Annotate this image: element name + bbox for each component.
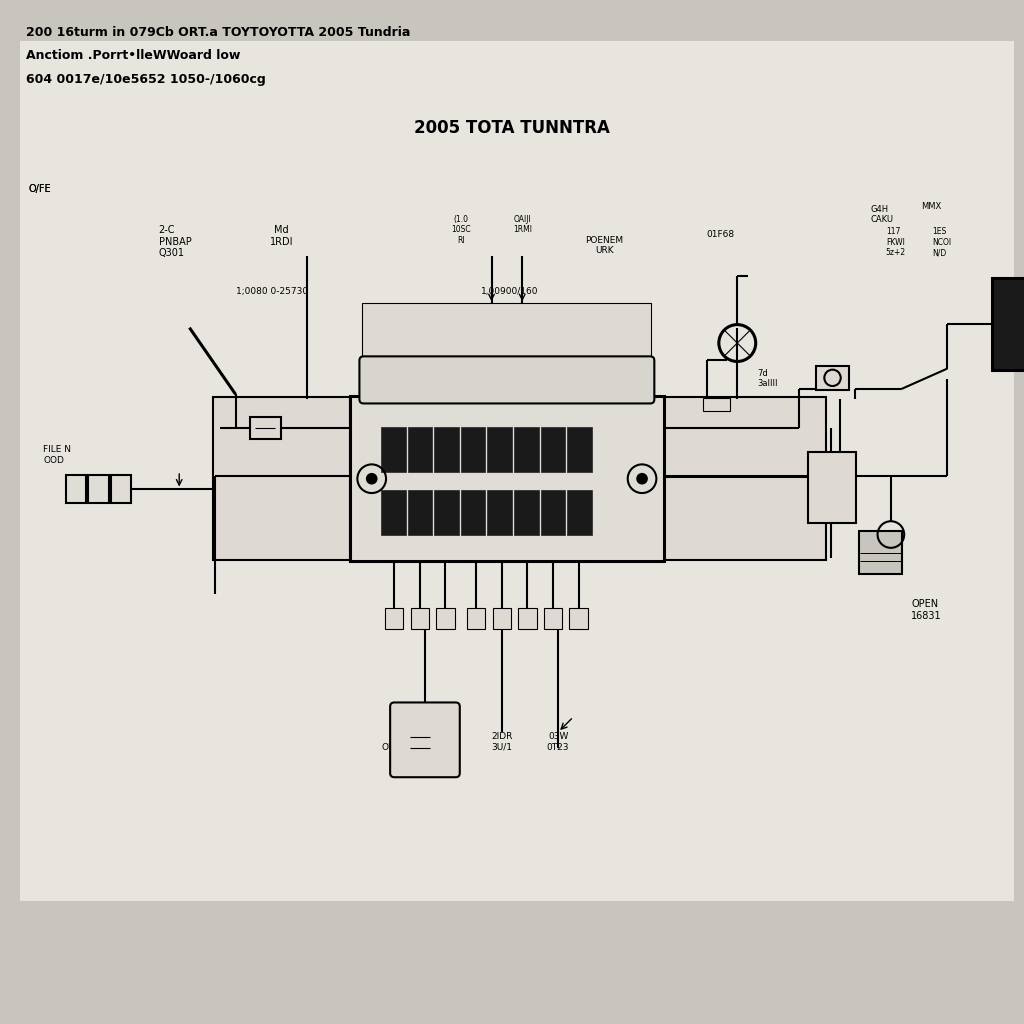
FancyBboxPatch shape [408, 427, 432, 472]
Text: POENEM
URK: POENEM URK [585, 236, 624, 255]
Circle shape [367, 473, 377, 484]
FancyBboxPatch shape [111, 475, 131, 503]
Text: 604 0017e/10e5652 1050-/1060cg: 604 0017e/10e5652 1050-/1060cg [26, 73, 265, 86]
Text: 1;0080 0-25730: 1;0080 0-25730 [236, 287, 307, 296]
Text: G4H
CAKU: G4H CAKU [870, 205, 893, 224]
FancyBboxPatch shape [434, 427, 459, 472]
Text: 2IDR
3U/1: 2IDR 3U/1 [492, 732, 512, 752]
FancyBboxPatch shape [658, 397, 826, 560]
FancyBboxPatch shape [514, 490, 539, 536]
Text: 7d
3aIIII: 7d 3aIIII [758, 369, 778, 388]
FancyBboxPatch shape [859, 531, 902, 574]
Text: MMX: MMX [922, 202, 942, 211]
FancyBboxPatch shape [213, 397, 350, 560]
FancyBboxPatch shape [381, 490, 406, 536]
FancyBboxPatch shape [381, 427, 406, 472]
Text: Anctiom .Porrt•lleWWoard low: Anctiom .Porrt•lleWWoard low [26, 49, 240, 62]
FancyBboxPatch shape [461, 427, 485, 472]
Text: 1ES
NCOI
N/D: 1ES NCOI N/D [932, 227, 951, 257]
Text: 1: 1 [258, 422, 262, 428]
Text: >C
OUIFY3: >C OUIFY3 [381, 732, 414, 752]
FancyBboxPatch shape [544, 608, 562, 629]
Text: 1,00900/160: 1,00900/160 [481, 287, 539, 296]
FancyBboxPatch shape [992, 278, 1024, 370]
FancyBboxPatch shape [436, 608, 455, 629]
FancyBboxPatch shape [250, 417, 281, 439]
FancyBboxPatch shape [569, 608, 588, 629]
FancyBboxPatch shape [541, 427, 565, 472]
Text: 117
FKWI
5z+2: 117 FKWI 5z+2 [886, 227, 906, 257]
FancyBboxPatch shape [567, 427, 592, 472]
FancyBboxPatch shape [518, 608, 537, 629]
FancyBboxPatch shape [703, 398, 730, 411]
FancyBboxPatch shape [808, 452, 856, 523]
FancyBboxPatch shape [487, 427, 512, 472]
Circle shape [637, 473, 647, 484]
FancyBboxPatch shape [408, 490, 432, 536]
Text: 03W
0T23: 03W 0T23 [547, 732, 569, 752]
FancyBboxPatch shape [567, 490, 592, 536]
FancyBboxPatch shape [362, 303, 651, 361]
Text: 2-C
PNBAP
Q301: 2-C PNBAP Q301 [159, 225, 191, 258]
Text: (1.0
10SC
RI: (1.0 10SC RI [451, 215, 471, 245]
FancyBboxPatch shape [350, 396, 664, 561]
FancyBboxPatch shape [514, 427, 539, 472]
FancyBboxPatch shape [461, 490, 485, 536]
Text: 2005 TOTA TUNNTRA: 2005 TOTA TUNNTRA [414, 119, 610, 137]
Text: OAIJI
1RMI: OAIJI 1RMI [513, 215, 531, 234]
Text: O/FE: O/FE [29, 184, 51, 195]
Text: 01F68: 01F68 [707, 230, 734, 240]
FancyBboxPatch shape [385, 608, 403, 629]
FancyBboxPatch shape [390, 702, 460, 777]
Text: Md
1RDI: Md 1RDI [270, 225, 293, 247]
FancyBboxPatch shape [66, 475, 86, 503]
Text: FILE N
OOD: FILE N OOD [43, 445, 71, 465]
FancyBboxPatch shape [493, 608, 511, 629]
Text: O/FE: O/FE [29, 184, 51, 195]
FancyBboxPatch shape [434, 490, 459, 536]
FancyBboxPatch shape [359, 356, 654, 403]
FancyBboxPatch shape [411, 608, 429, 629]
FancyBboxPatch shape [487, 490, 512, 536]
FancyBboxPatch shape [816, 366, 849, 390]
Text: 200 16turm in 079Cb ORT.a TOYTOYOTTA 2005 Tundria: 200 16turm in 079Cb ORT.a TOYTOYOTTA 200… [26, 26, 410, 39]
Text: OPEN
16831: OPEN 16831 [911, 599, 942, 621]
FancyBboxPatch shape [541, 490, 565, 536]
FancyBboxPatch shape [467, 608, 485, 629]
FancyBboxPatch shape [88, 475, 109, 503]
FancyBboxPatch shape [20, 41, 1014, 901]
